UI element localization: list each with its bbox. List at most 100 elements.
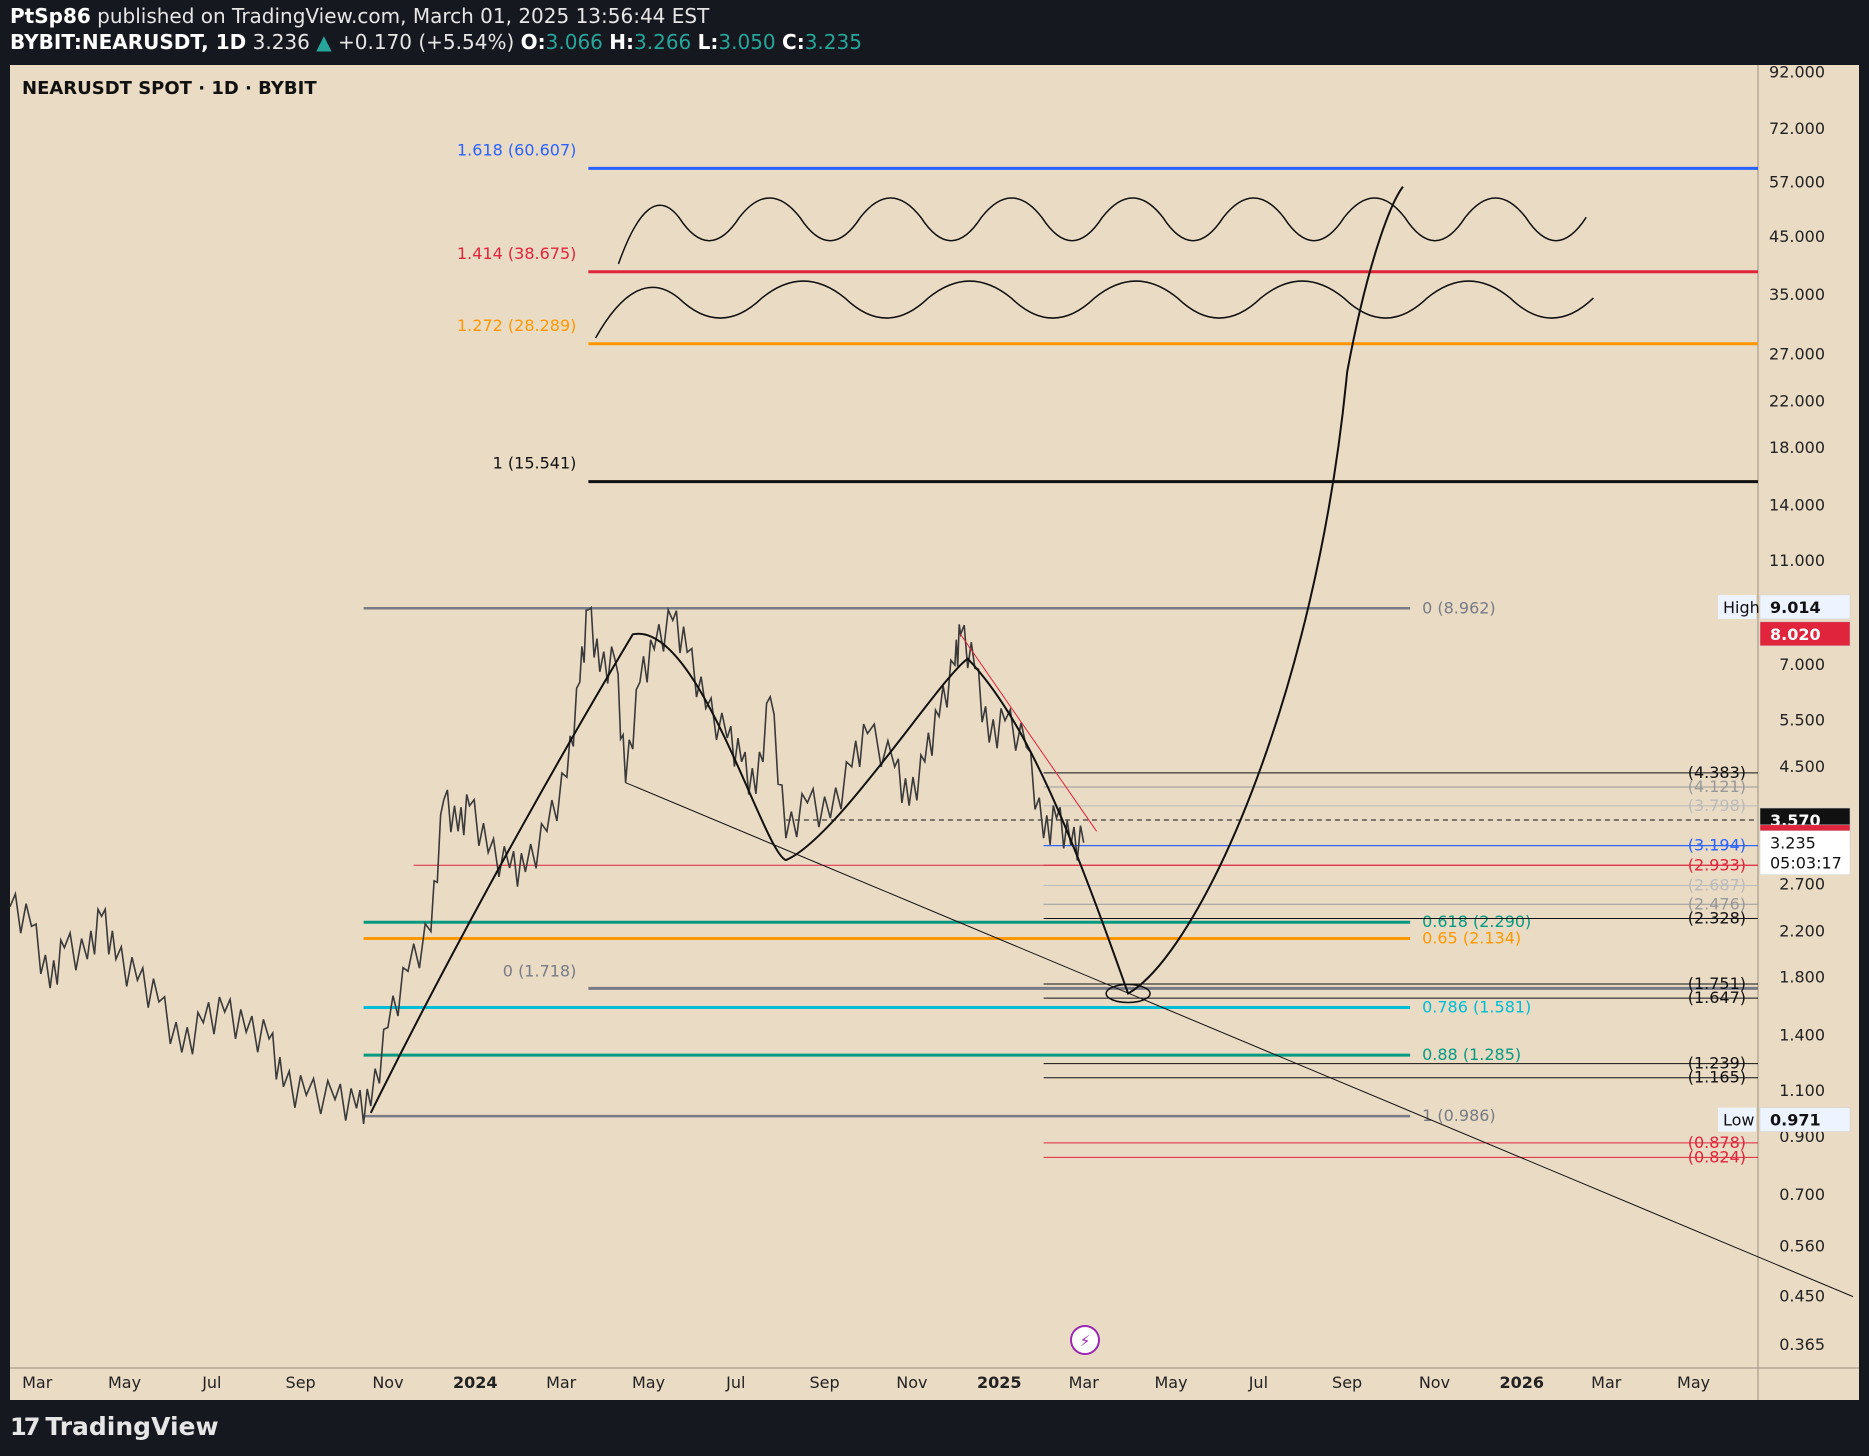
extension-label-1.618: 1.618 (60.607) <box>457 140 576 159</box>
retracement-label-0.786: 0.786 (1.581) <box>1422 997 1531 1016</box>
y-tick-label: 1.100 <box>1779 1081 1825 1100</box>
symbol-name[interactable]: BYBIT:NEARUSDT, 1D <box>10 30 247 54</box>
publish-text: published on TradingView.com, March 01, … <box>97 4 710 28</box>
price-tag-value: 9.014 <box>1770 598 1821 617</box>
price-tag-label: High <box>1723 598 1760 617</box>
side-level-label: (0.824) <box>1688 1147 1746 1166</box>
low-value: 3.050 <box>718 30 776 54</box>
price-tag-label-box <box>1718 1107 1756 1132</box>
close-value: 3.235 <box>804 30 862 54</box>
side-level-label: (0.878) <box>1688 1133 1746 1152</box>
y-tick-label: 5.500 <box>1779 711 1825 730</box>
price-tag-box <box>1759 830 1851 875</box>
up-arrow-icon: ▲ <box>316 30 332 54</box>
open-value: 3.066 <box>545 30 603 54</box>
side-level-label: (1.647) <box>1688 988 1746 1007</box>
x-tick-label: Mar <box>546 1373 577 1392</box>
event-lightning-glyph: ⚡ <box>1080 1332 1091 1350</box>
retracement-label-0.88: 0.88 (1.285) <box>1422 1045 1521 1064</box>
x-tick-label: May <box>108 1373 141 1392</box>
lower-wave-drawing <box>594 280 1594 339</box>
y-tick-label: 0.700 <box>1779 1185 1825 1204</box>
side-level-label: (4.383) <box>1688 763 1746 782</box>
x-tick-label: Jul <box>725 1373 745 1392</box>
y-tick-label: 92.000 <box>1769 62 1825 81</box>
side-level-label: (2.476) <box>1688 894 1746 913</box>
y-tick-label: 72.000 <box>1769 119 1825 138</box>
price-change: +0.170 (+5.54%) <box>338 30 515 54</box>
retracement-label-0.618: 0.618 (2.290) <box>1422 912 1531 931</box>
side-level-label: (3.194) <box>1688 836 1746 855</box>
high-label: H: <box>609 30 635 54</box>
x-tick-label: Jul <box>1248 1373 1268 1392</box>
side-level-label: (1.239) <box>1688 1054 1746 1073</box>
x-tick-label: Sep <box>810 1373 840 1392</box>
y-tick-label: 57.000 <box>1769 173 1825 192</box>
side-level-label: (1.165) <box>1688 1068 1746 1087</box>
y-tick-label: 22.000 <box>1769 392 1825 411</box>
extension-label-1: 1 (15.541) <box>493 454 577 473</box>
x-tick-label: 2026 <box>1500 1373 1545 1392</box>
y-tick-label: 1.400 <box>1779 1025 1825 1044</box>
y-tick-label: 18.000 <box>1769 438 1825 457</box>
x-tick-label: 2024 <box>453 1373 498 1392</box>
retracement-label-0: 0 (8.962) <box>1422 598 1496 617</box>
tradingview-logo-icon: 17 <box>10 1412 40 1441</box>
extension-label-1.414: 1.414 (38.675) <box>457 244 576 263</box>
extension-label-1.272: 1.272 (28.289) <box>457 316 576 335</box>
x-tick-label: Mar <box>1591 1373 1622 1392</box>
high-value: 3.266 <box>634 30 692 54</box>
y-tick-label: 0.450 <box>1779 1287 1825 1306</box>
y-tick-label: 0.365 <box>1779 1335 1825 1354</box>
countdown-timer: 05:03:17 <box>1770 854 1842 873</box>
side-level-label: (3.798) <box>1688 796 1746 815</box>
y-tick-label: 2.700 <box>1779 874 1825 893</box>
y-tick-label: 4.500 <box>1779 757 1825 776</box>
price-tag-label: Low <box>1723 1111 1755 1130</box>
open-label: O: <box>520 30 546 54</box>
red-trendline <box>960 634 1098 832</box>
side-level-label: (2.687) <box>1688 875 1746 894</box>
brand-name: TradingView <box>45 1412 219 1441</box>
price-tag-value: 0.971 <box>1770 1111 1821 1130</box>
x-tick-label: Sep <box>1332 1373 1362 1392</box>
x-tick-label: Nov <box>896 1373 927 1392</box>
descending-trendline <box>625 782 1854 1298</box>
x-tick-label: 2025 <box>977 1373 1022 1392</box>
price-tag-value: 3.235 <box>1770 834 1816 853</box>
upper-wave-drawing <box>617 197 1587 265</box>
publish-info: PtSp86 published on TradingView.com, Mar… <box>10 4 709 28</box>
tradingview-brand[interactable]: 17 TradingView <box>10 1412 219 1441</box>
y-tick-label: 45.000 <box>1769 227 1825 246</box>
x-tick-label: May <box>1154 1373 1187 1392</box>
price-series <box>9 605 1085 1124</box>
y-tick-label: 7.000 <box>1779 655 1825 674</box>
y-tick-label: 0.560 <box>1779 1236 1825 1255</box>
y-tick-label: 14.000 <box>1769 496 1825 515</box>
retracement-label-0.65: 0.65 (2.134) <box>1422 928 1521 947</box>
side-level-label: (4.121) <box>1688 777 1746 796</box>
author-name[interactable]: PtSp86 <box>10 4 91 28</box>
x-tick-label: May <box>632 1373 665 1392</box>
x-tick-label: Mar <box>1069 1373 1100 1392</box>
x-tick-label: Mar <box>22 1373 53 1392</box>
x-tick-label: Nov <box>1419 1373 1450 1392</box>
y-tick-label: 11.000 <box>1769 551 1825 570</box>
last-price: 3.236 <box>252 30 310 54</box>
side-level-label: (2.933) <box>1688 855 1746 874</box>
x-tick-label: Jul <box>201 1373 221 1392</box>
bottom-ellipse <box>1105 983 1151 1004</box>
low-label: L: <box>697 30 719 54</box>
chart-symbol-title: NEARUSDT SPOT · 1D · BYBIT <box>22 78 317 99</box>
y-tick-label: 1.800 <box>1779 968 1825 987</box>
x-tick-label: Sep <box>286 1373 316 1392</box>
y-tick-label: 35.000 <box>1769 285 1825 304</box>
price-tag-value: 8.020 <box>1770 625 1821 644</box>
projection-curve <box>369 186 1404 1114</box>
x-tick-label: Nov <box>372 1373 403 1392</box>
side-level-label: (2.328) <box>1688 908 1746 927</box>
x-tick-label: May <box>1677 1373 1710 1392</box>
symbol-info-bar: BYBIT:NEARUSDT, 1D 3.236 ▲ +0.170 (+5.54… <box>10 30 862 54</box>
retracement-label-1: 1 (0.986) <box>1422 1106 1496 1125</box>
